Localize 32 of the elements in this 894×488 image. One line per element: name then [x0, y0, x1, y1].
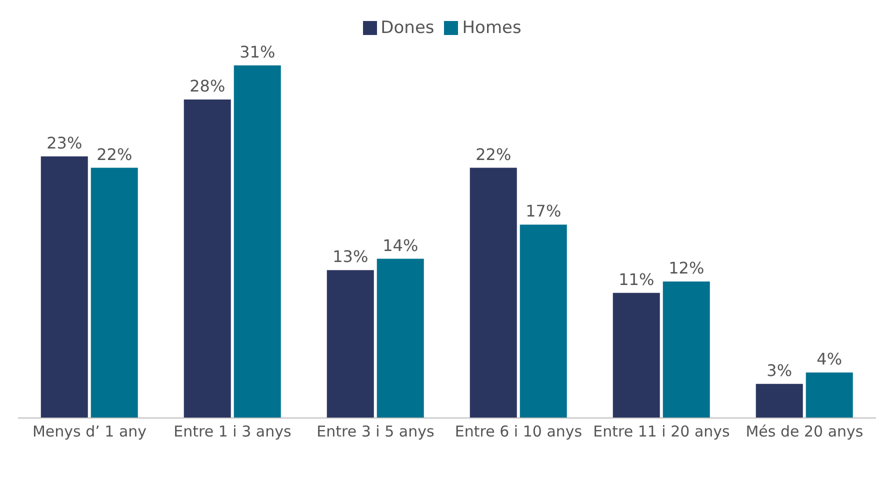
data-label: 14% [382, 236, 418, 255]
bar [520, 224, 567, 418]
bar [326, 270, 374, 418]
data-label: 28% [190, 76, 226, 96]
data-label: 13% [332, 247, 368, 266]
data-label: 22% [476, 144, 512, 164]
data-label: 4% [816, 350, 842, 368]
bar [806, 372, 853, 418]
bar [40, 156, 88, 418]
bar [612, 292, 660, 418]
x-tick-label: Entre 11 i 20 anys [593, 422, 730, 441]
bar [756, 384, 803, 418]
x-tick-label: Entre 3 i 5 anys [316, 422, 435, 441]
bar [184, 100, 231, 418]
data-label: 17% [526, 202, 562, 221]
data-label: 3% [766, 360, 792, 380]
data-label: 23% [46, 133, 82, 152]
x-tick-label: Menys d’ 1 any [32, 422, 147, 441]
data-label: 11% [618, 270, 654, 289]
legend-label: Homes [462, 18, 522, 38]
bar [90, 168, 138, 418]
bar [470, 168, 517, 418]
x-tick-label: Entre 1 i 3 anys [174, 422, 292, 441]
data-label: 22% [96, 144, 132, 164]
legend-label: Dones [380, 18, 434, 38]
bar [376, 258, 424, 418]
x-tick-label: Més de 20 anys [746, 422, 864, 441]
data-label: 12% [668, 258, 704, 278]
bar [662, 282, 710, 418]
bar [234, 65, 281, 418]
x-tick-label: Entre 6 i 10 anys [454, 422, 582, 441]
data-label: 31% [240, 42, 276, 62]
